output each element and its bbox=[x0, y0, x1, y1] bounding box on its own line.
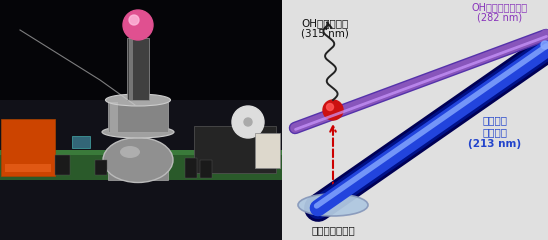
FancyBboxPatch shape bbox=[55, 155, 70, 175]
Circle shape bbox=[123, 10, 153, 40]
Text: OH検出用レーザー: OH検出用レーザー bbox=[472, 2, 528, 12]
FancyBboxPatch shape bbox=[185, 158, 197, 178]
FancyBboxPatch shape bbox=[255, 133, 280, 168]
FancyBboxPatch shape bbox=[0, 0, 282, 100]
FancyBboxPatch shape bbox=[110, 102, 118, 132]
Circle shape bbox=[323, 100, 343, 120]
Circle shape bbox=[541, 41, 548, 49]
FancyBboxPatch shape bbox=[95, 160, 107, 175]
FancyBboxPatch shape bbox=[127, 38, 149, 100]
Bar bbox=[72, 136, 90, 148]
Text: レーザー: レーザー bbox=[482, 127, 507, 137]
Circle shape bbox=[244, 118, 252, 126]
FancyBboxPatch shape bbox=[108, 102, 168, 132]
Text: 光反応用: 光反応用 bbox=[482, 115, 507, 125]
FancyBboxPatch shape bbox=[1, 119, 55, 176]
Circle shape bbox=[541, 30, 548, 40]
Ellipse shape bbox=[102, 126, 174, 138]
FancyBboxPatch shape bbox=[200, 160, 212, 178]
FancyBboxPatch shape bbox=[194, 126, 276, 173]
FancyBboxPatch shape bbox=[129, 38, 133, 100]
FancyBboxPatch shape bbox=[0, 0, 282, 240]
Ellipse shape bbox=[120, 146, 140, 158]
FancyBboxPatch shape bbox=[108, 165, 168, 180]
Text: OHからの蛍光: OHからの蛍光 bbox=[301, 18, 349, 28]
Circle shape bbox=[327, 103, 334, 110]
Circle shape bbox=[232, 106, 264, 138]
Circle shape bbox=[129, 15, 139, 25]
FancyBboxPatch shape bbox=[0, 152, 282, 180]
Ellipse shape bbox=[298, 194, 368, 216]
Text: (213 nm): (213 nm) bbox=[469, 139, 522, 149]
FancyBboxPatch shape bbox=[0, 150, 282, 155]
Text: 液体のノナン酸: 液体のノナン酸 bbox=[311, 225, 355, 235]
FancyBboxPatch shape bbox=[282, 0, 548, 240]
FancyBboxPatch shape bbox=[5, 164, 51, 172]
Text: (315 nm): (315 nm) bbox=[301, 28, 349, 38]
Text: (282 nm): (282 nm) bbox=[477, 12, 523, 22]
Ellipse shape bbox=[106, 94, 170, 106]
FancyBboxPatch shape bbox=[0, 100, 282, 240]
Ellipse shape bbox=[103, 138, 173, 182]
Circle shape bbox=[539, 39, 548, 57]
